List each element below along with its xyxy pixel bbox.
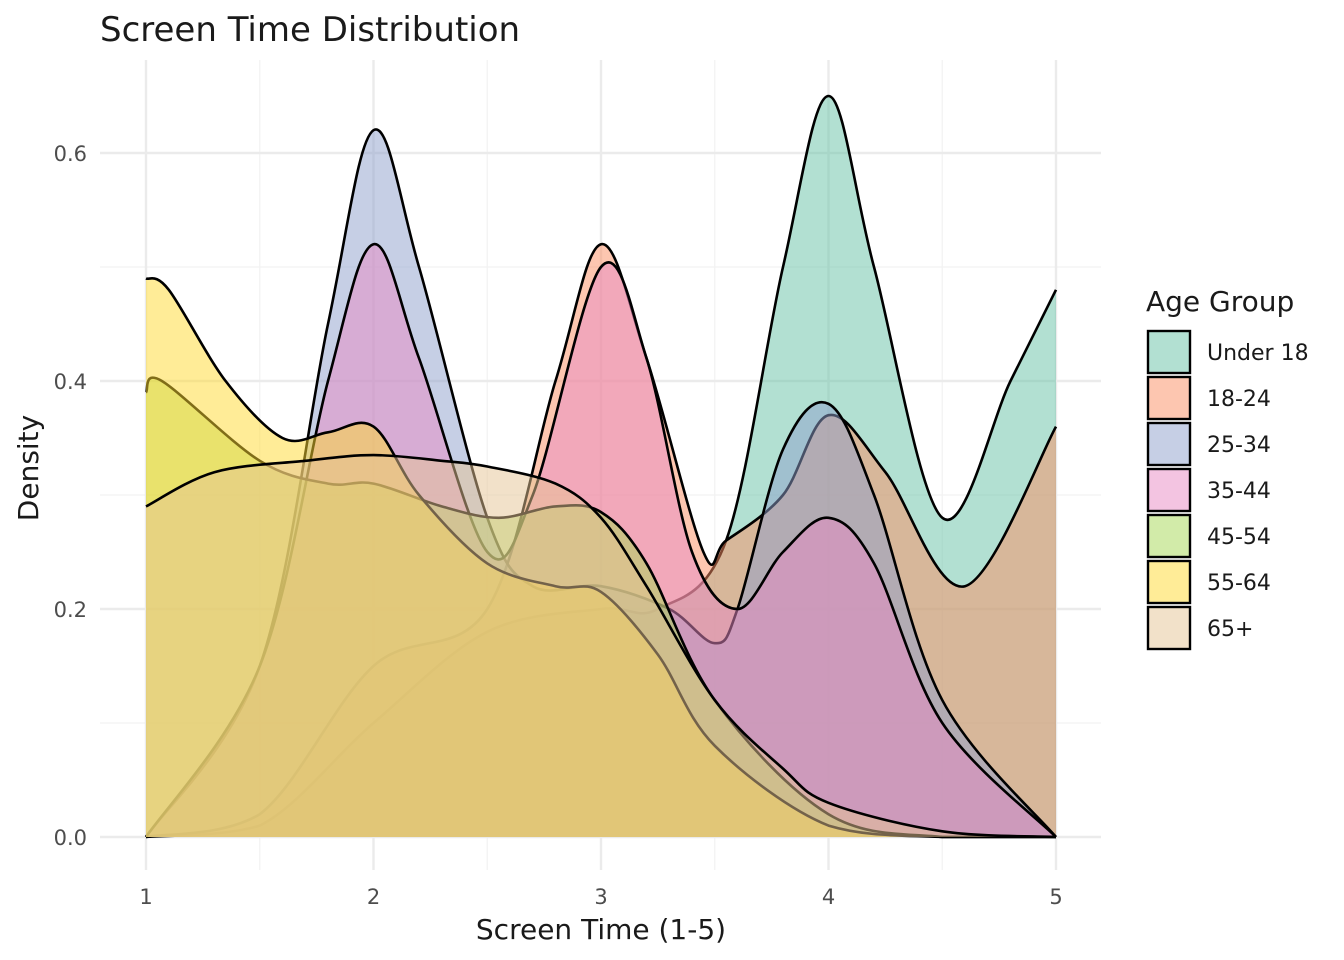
legend-label-25-34: 25-34 (1207, 433, 1271, 458)
legend-key-18-24 (1146, 375, 1192, 421)
x-axis-ticks: 1 2 3 4 5 (139, 885, 1062, 909)
y-tick-label: 0.4 (54, 370, 87, 394)
legend-label-under-18: Under 18 (1207, 341, 1309, 366)
y-axis-ticks: 0.0 0.2 0.4 0.6 (54, 142, 87, 850)
legend-key-25-34 (1146, 421, 1192, 467)
legend-key-under-18 (1146, 329, 1192, 375)
density-line-35-44 (144, 242, 1057, 838)
legend-key-55-64 (1146, 559, 1192, 605)
legend-label-18-24: 18-24 (1207, 387, 1271, 412)
legend: Age Group Under 18 18-24 25-34 35-44 45-54 55… (1146, 285, 1309, 651)
legend-label-55-64: 55-64 (1207, 571, 1271, 596)
y-tick-label: 0.2 (54, 598, 87, 622)
x-axis-title: Screen Time (1-5) (476, 913, 726, 946)
y-tick-label: 0.0 (54, 826, 87, 850)
legend-key-45-54 (1146, 513, 1192, 559)
legend-title: Age Group (1146, 285, 1294, 318)
x-tick-label: 4 (822, 885, 835, 909)
chart-title: Screen Time Distribution (100, 10, 520, 50)
y-tick-label: 0.6 (54, 142, 87, 166)
legend-label-65: 65+ (1207, 617, 1253, 642)
x-tick-label: 5 (1049, 885, 1062, 909)
x-tick-label: 1 (139, 885, 152, 909)
x-tick-label: 3 (594, 885, 607, 909)
legend-label-35-44: 35-44 (1207, 479, 1271, 504)
legend-key-65 (1146, 605, 1192, 651)
density-area-65 (146, 455, 1056, 837)
density-line-65 (145, 453, 1057, 839)
legend-key-35-44 (1146, 467, 1192, 513)
x-tick-label: 2 (367, 885, 380, 909)
legend-label-45-54: 45-54 (1207, 525, 1271, 550)
density-areas (144, 94, 1058, 839)
y-axis-title: Density (12, 415, 45, 521)
